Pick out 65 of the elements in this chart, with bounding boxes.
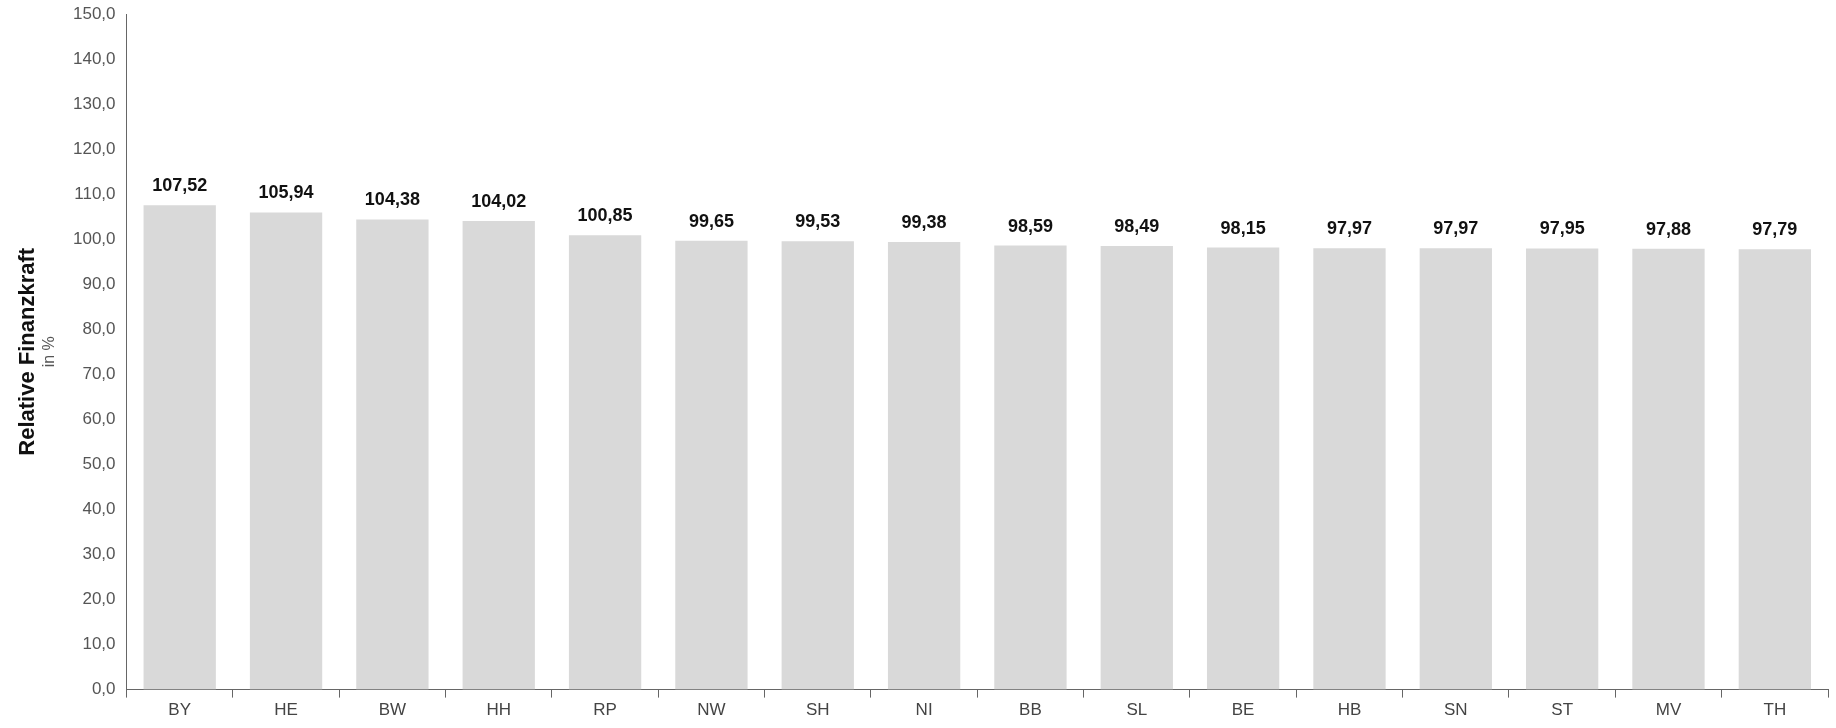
data-label: 99,53: [795, 211, 841, 232]
bar: [356, 219, 429, 690]
y-tick-label: 0,0: [91, 679, 116, 699]
data-label: 97,95: [1539, 218, 1585, 239]
bar: [1313, 248, 1386, 690]
x-tick-label: BY: [168, 700, 192, 720]
data-label: 97,79: [1752, 219, 1798, 240]
data-label: 97,88: [1645, 218, 1692, 239]
y-tick-label: 10,0: [82, 634, 116, 654]
data-label: 107,52: [152, 175, 208, 196]
bar: [249, 212, 323, 690]
bar: [1632, 248, 1705, 690]
y-tick-label: 130,0: [72, 93, 116, 113]
bar: [1100, 246, 1173, 690]
y-tick-label: 60,0: [82, 409, 116, 429]
x-tick-label: SN: [1443, 700, 1468, 720]
bar: [568, 235, 642, 690]
bar: [1419, 248, 1492, 690]
data-label: 99,38: [901, 211, 947, 232]
x-tick-label: MV: [1655, 700, 1682, 720]
x-tick-label: NI: [915, 700, 933, 720]
x-tick-label: BB: [1019, 700, 1042, 720]
bar: [994, 245, 1067, 690]
data-label: 100,85: [577, 205, 633, 226]
data-label: 105,94: [258, 182, 314, 203]
bar: [887, 241, 961, 690]
x-tick-label: TH: [1763, 700, 1787, 720]
x-tick-label: NW: [697, 700, 726, 720]
x-tick-label: SL: [1126, 700, 1148, 720]
bar: [1206, 247, 1280, 690]
data-label: 97,97: [1433, 218, 1479, 239]
data-label: 104,02: [471, 191, 527, 212]
bar: [143, 205, 216, 690]
y-tick-label: 70,0: [82, 364, 116, 384]
y-tick-label: 90,0: [82, 273, 116, 293]
bar: [1738, 249, 1811, 690]
bar: [675, 240, 748, 690]
y-tick-label: 140,0: [72, 48, 116, 68]
y-tick-label: 150,0: [72, 3, 116, 23]
data-label: 98,59: [1007, 215, 1053, 236]
y-tick-label: 120,0: [72, 138, 116, 158]
x-tick-label: BW: [378, 700, 407, 720]
bar: [781, 241, 854, 690]
y-tick-label: 40,0: [82, 499, 116, 519]
x-tick-label: HB: [1337, 700, 1362, 720]
bar: [462, 221, 535, 690]
data-label: 98,15: [1220, 217, 1266, 238]
x-tick-label: HH: [486, 700, 512, 720]
y-tick-label: 100,0: [72, 228, 116, 248]
x-tick-label: RP: [593, 700, 617, 720]
y-tick-label: 110,0: [74, 183, 116, 203]
data-label: 98,49: [1114, 215, 1160, 236]
x-tick-label: SH: [805, 700, 830, 720]
y-tick-label: 80,0: [82, 318, 116, 338]
y-tick-label: 20,0: [82, 589, 116, 609]
y-axis-title: Relative Finanzkraft in %: [14, 247, 58, 456]
data-label: 99,65: [688, 210, 734, 231]
bar: [1525, 248, 1599, 690]
data-label: 97,97: [1326, 218, 1372, 239]
y-tick-label: 30,0: [82, 544, 116, 564]
x-tick-label: ST: [1551, 700, 1574, 720]
x-tick-label: BE: [1231, 700, 1255, 720]
y-tick-label: 50,0: [82, 454, 116, 474]
data-label: 104,38: [364, 189, 420, 210]
x-tick-label: HE: [274, 700, 298, 720]
